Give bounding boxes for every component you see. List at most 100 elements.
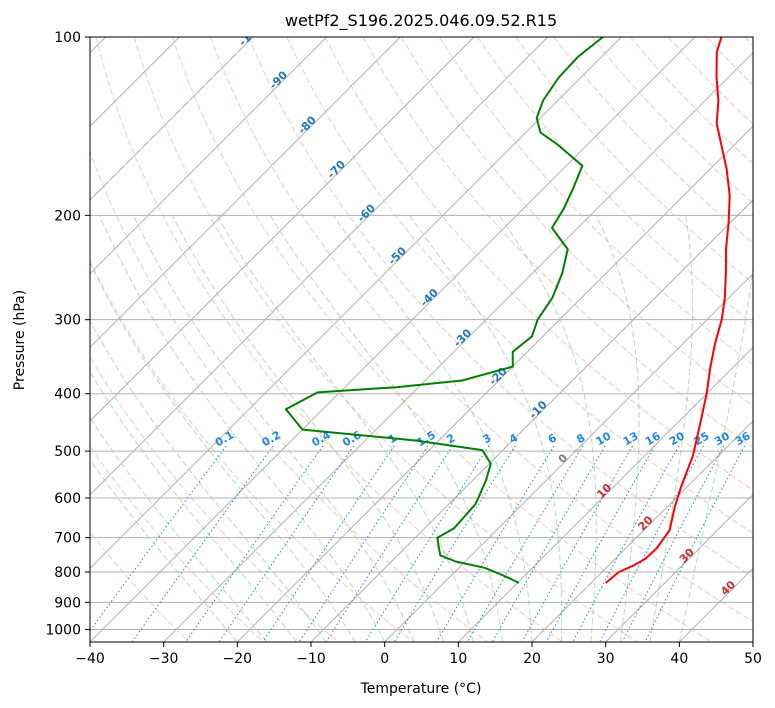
dry-adiabat-line [362,37,753,449]
isotherm-label: -80 [296,113,319,136]
moist-adiabats [90,215,753,642]
dry-adiabat-line [210,37,753,623]
moist-adiabat-line [269,215,503,642]
mixing-ratio-line [185,445,324,642]
isotherm-gridline [236,125,753,642]
isotherm-gridline [90,37,549,496]
y-tick-label: 300 [54,313,81,329]
x-tick-label: 30 [597,651,615,667]
moist-adiabat-line [99,215,386,642]
dry-adiabat-line [90,259,414,642]
isotherm-gridline [90,37,622,570]
isotherm-grid [90,37,753,642]
y-tick-label: 200 [54,208,81,224]
isotherm-gridline [457,346,753,642]
dry-adiabat-line [477,37,753,325]
isotherm-label: -40 [418,286,441,309]
isotherm-gridline [605,493,753,642]
dry-adiabat-line [400,37,753,407]
isotherm-label: -30 [451,326,474,349]
x-axis-label: Temperature (°C) [360,681,482,697]
mixing-ratio-line [467,445,584,642]
temperature-profile-line [605,37,731,584]
mixing-ratio-label: 16 [643,429,663,448]
isotherm-label: -10 [527,398,550,421]
dry-adiabat-line [90,445,264,642]
y-tick-label: 600 [54,491,81,507]
mixing-ratio-line [218,445,355,642]
mixing-ratio-line [521,445,633,642]
isotherm-gridline [163,51,753,642]
moist-adiabat-line [595,215,640,642]
moist-adiabat-line [90,370,297,642]
mixing-ratio-line [364,445,490,642]
dry-adiabat-line [95,37,563,642]
moist-adiabat-line [90,458,238,642]
mixing-ratio-line [572,445,680,642]
mixing-ratio-label: 0.6 [340,428,364,449]
moist-adiabat-line [332,215,533,642]
isobar-grid [90,37,753,630]
moist-adiabat-line [649,215,694,642]
dry-adiabat-line [629,37,753,165]
mixing-ratio-line [325,445,454,642]
dry-adiabat-line [515,37,753,284]
y-tick-label: 800 [54,565,81,581]
isotherm-label: -100 [236,20,265,49]
dry-adiabat-line [90,531,190,642]
y-axis: 100 200 300 400 500 600 700 800 900 1000 [45,30,90,638]
x-axis: −40 −30 −20 −10 0 10 20 30 40 50 [75,642,762,667]
isotherm-gridline [90,37,254,201]
plot-area: 0.1 0.2 0.4 0.6 1 1.5 2 3 4 6 8 10 13 16 20 25 30 36-100-… [90,20,753,642]
mixing-ratio-line [90,445,227,632]
dry-adiabat-line [248,37,753,578]
dry-adiabat-line [90,150,488,642]
mixing-ratio-line [491,445,606,642]
x-tick-label: 0 [380,651,389,667]
y-tick-label: 400 [54,387,81,403]
dry-adiabat-line [90,355,339,642]
moist-adiabat-line [90,320,327,642]
dry-adiabat-line [591,37,753,204]
y-tick-label: 700 [54,531,81,547]
isotherm-gridline [90,37,696,642]
isotherm-label: -70 [325,158,348,181]
isotherm-gridline [90,37,475,422]
x-tick-label: −20 [223,651,253,667]
moist-adiabat-line [216,215,474,642]
moist-adiabat-line [678,264,753,642]
moist-adiabat-line [90,416,268,642]
y-tick-label: 900 [54,595,81,611]
isotherm-gridline [310,199,753,642]
x-tick-label: 40 [670,651,688,667]
dry-adiabat-line [438,37,753,365]
isotherm-label: 20 [636,513,656,533]
mixing-ratio-label: 30 [712,429,732,448]
moist-adiabat-line [171,215,445,642]
isotherm-label: -60 [355,201,378,224]
plot-frame [89,36,754,643]
y-tick-label: 100 [54,30,81,46]
mixing-ratio-label: 0.1 [213,428,236,449]
mixing-ratio-line [599,445,704,642]
x-tick-label: −10 [296,651,326,667]
isotherm-gridline [531,420,753,642]
isotherm-label: -90 [267,68,290,91]
y-tick-label: 500 [54,444,81,460]
moist-adiabat-line [498,215,597,642]
mixing-ratio-label: 8 [574,431,587,446]
mixing-ratio-label: 0.2 [260,428,283,449]
dry-adiabat-line [133,37,638,642]
isotherm-gridline [90,37,401,349]
mixing-ratio-label: 13 [621,429,641,448]
isotherm-gridline [752,641,753,642]
isotherm-gridline [90,37,328,275]
mixing-ratio-label: 10 [594,429,614,448]
dry-adiabat-line [744,37,753,47]
moist-adiabat-line [90,261,356,642]
isotherm-label: 40 [718,578,738,598]
mixing-ratio-line [644,445,746,642]
x-tick-label: 20 [523,651,541,667]
y-tick-label: 1000 [45,622,81,638]
